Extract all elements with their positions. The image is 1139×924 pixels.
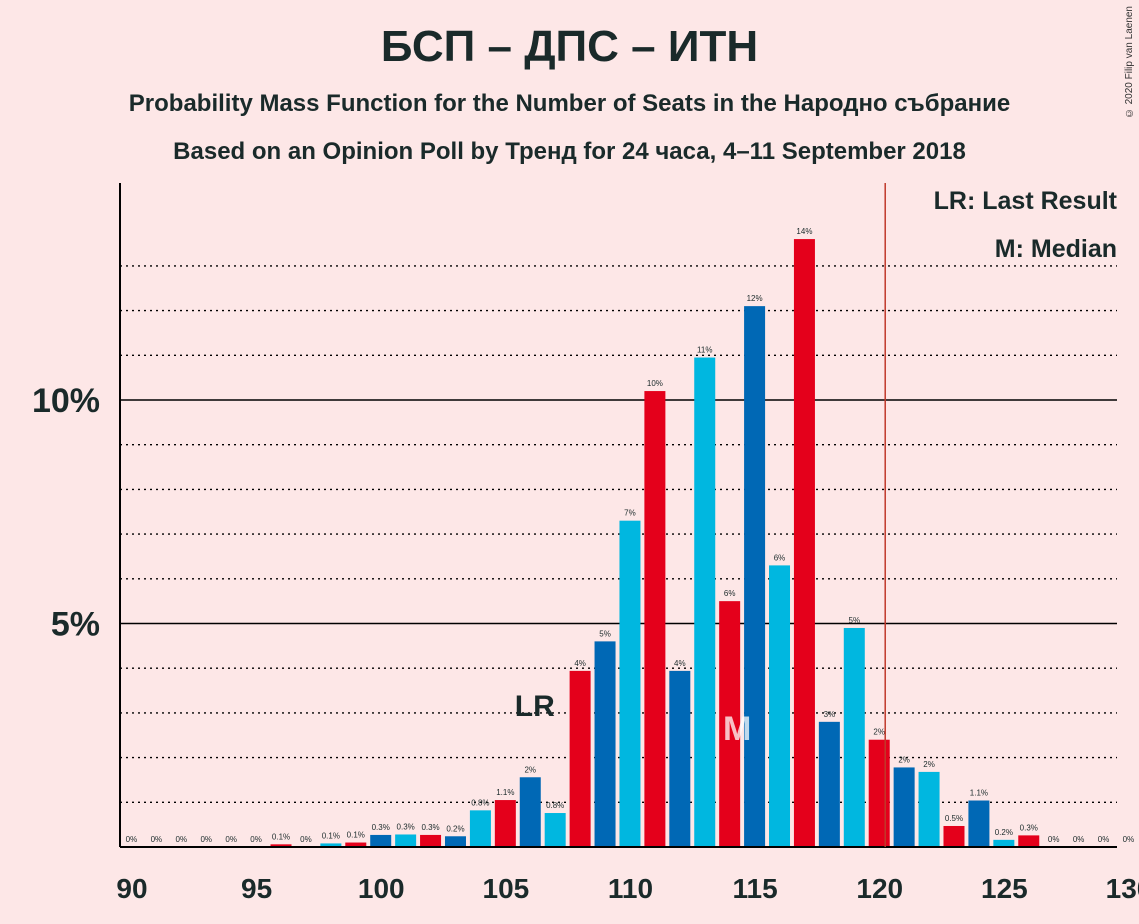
bar-value-label: 0.1% <box>272 832 290 841</box>
x-tick-label: 90 <box>116 873 147 904</box>
bar-value-label: 1.1% <box>496 788 514 797</box>
bar <box>769 565 791 847</box>
bar-value-label: 6% <box>724 589 736 598</box>
x-tick-label: 95 <box>241 873 272 904</box>
bar <box>494 800 516 847</box>
bar-value-label: 0% <box>151 835 163 844</box>
bar <box>694 357 716 847</box>
axes: 90 95 100 105 110 115 120 125 130 5% 10% <box>32 183 1139 904</box>
bar-value-label: 0.8% <box>471 798 489 807</box>
x-tick-label: 125 <box>981 873 1028 904</box>
bar <box>993 839 1015 847</box>
bar-value-label: 1.1% <box>970 789 988 798</box>
bar-value-label: 12% <box>747 294 763 303</box>
bar <box>968 800 990 847</box>
bar-value-label: 0.5% <box>945 814 963 823</box>
bar-value-label: 0.3% <box>372 823 390 832</box>
bar <box>818 721 840 847</box>
bar-value-label: 4% <box>574 659 586 668</box>
x-tick-label: 115 <box>733 873 778 904</box>
chart-subtitle: Probability Mass Function for the Number… <box>128 90 1011 117</box>
median-marker: M <box>723 710 751 748</box>
bar-value-label: 0% <box>1048 835 1060 844</box>
chart-title: БСП – ДПС – ИТН <box>380 22 759 71</box>
bar <box>370 834 392 847</box>
bar-value-label: 0.2% <box>446 824 464 833</box>
bar <box>744 306 766 847</box>
bar <box>270 844 292 847</box>
bar <box>320 843 342 847</box>
bar-value-label: 0% <box>1123 835 1135 844</box>
chart-source: Based on an Opinion Poll by Тренд for 24… <box>173 138 966 165</box>
bar <box>843 627 865 847</box>
bar-value-label: 0% <box>250 835 262 844</box>
bar-value-label: 2% <box>923 760 935 769</box>
bar-value-label: 2% <box>873 728 885 737</box>
bar <box>868 739 890 847</box>
y-tick-label: 5% <box>51 606 100 644</box>
bar-value-label: 14% <box>796 227 812 236</box>
bar-value-label: 0% <box>176 835 188 844</box>
bar <box>444 836 466 847</box>
y-tick-label: 10% <box>32 382 100 420</box>
bar-value-label: 0% <box>1098 835 1110 844</box>
bar <box>395 834 417 847</box>
bar <box>345 842 367 847</box>
bar-value-label: 2% <box>524 765 536 774</box>
last-result-marker: LR <box>515 690 555 723</box>
bar <box>1018 835 1040 847</box>
bar <box>893 767 915 847</box>
bar <box>544 813 566 847</box>
gridlines <box>120 265 1117 803</box>
bar-value-label: 5% <box>849 616 861 625</box>
x-tick-label: 120 <box>856 873 903 904</box>
bar-value-label: 2% <box>898 755 910 764</box>
bar-value-label: 0% <box>126 835 138 844</box>
bar-value-label: 0.1% <box>322 831 340 840</box>
bar-value-label: 0% <box>300 835 312 844</box>
bar-value-label: 0% <box>225 835 237 844</box>
bar-value-label: 0.8% <box>546 801 564 810</box>
bar-value-label: 0% <box>1073 835 1085 844</box>
legend-median: M: Median <box>995 235 1117 263</box>
bar <box>644 391 666 847</box>
bar <box>943 825 965 847</box>
bar-value-label: 6% <box>774 553 786 562</box>
bar-labels: 0% 0% 0% 0% 0% 0% 0.1% 0% 0.1% 0.1% 0.3% 0.3% 0.3% 0.… <box>126 227 1135 844</box>
bar-value-label: 0.3% <box>397 822 415 831</box>
x-tick-label: 100 <box>358 873 405 904</box>
legend-last-result: LR: Last Result <box>934 187 1118 215</box>
bar-value-label: 10% <box>647 379 663 388</box>
bar-value-label: 0.3% <box>1020 823 1038 832</box>
bar-value-label: 0.2% <box>995 828 1013 837</box>
bar <box>594 641 616 847</box>
bar <box>918 771 940 847</box>
x-tick-label: 110 <box>608 873 653 904</box>
bar-value-label: 7% <box>624 509 636 518</box>
bar <box>719 601 741 847</box>
bar-value-label: 3% <box>824 710 836 719</box>
bar <box>469 810 491 847</box>
bar <box>669 670 691 847</box>
bar <box>420 834 442 847</box>
x-tick-label: 130 <box>1106 873 1139 904</box>
bar-value-label: 0% <box>200 835 212 844</box>
markers: LR M <box>515 183 886 847</box>
bar-value-label: 11% <box>697 346 712 355</box>
x-tick-label: 105 <box>483 873 530 904</box>
bar <box>519 777 541 847</box>
bar-value-label: 5% <box>599 629 611 638</box>
bar <box>569 670 591 847</box>
bar <box>793 239 815 847</box>
bar-value-label: 0.3% <box>421 823 439 832</box>
bar-value-label: 4% <box>674 659 686 668</box>
bars <box>270 239 1040 847</box>
bar <box>619 520 641 847</box>
bar-value-label: 0.1% <box>347 831 365 840</box>
